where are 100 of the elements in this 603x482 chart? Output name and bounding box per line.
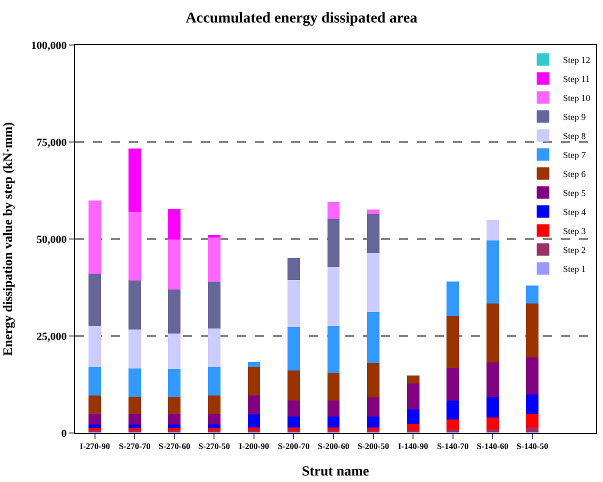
bar [406,376,420,384]
legend-label: Step 9 [563,112,586,122]
x-tick-label: S-270-60 [158,441,190,452]
bar [288,400,300,417]
bar [327,266,340,326]
legend-label: Step 8 [563,131,586,142]
bar [446,368,460,401]
bar [327,416,340,428]
bar [208,281,220,328]
bar [288,370,300,401]
y-tick-label: 100,000 [31,40,68,52]
bar [288,258,300,280]
bar [168,208,181,240]
bar [208,366,220,396]
bar [486,396,499,418]
bar [446,400,460,420]
bar [128,280,141,330]
bar [168,333,181,370]
x-tick-label: S-270-50 [198,441,230,452]
bar [486,416,499,430]
x-tick-label: S-200-60 [318,441,350,452]
legend-label: Step 11 [563,74,590,84]
bar [526,394,539,414]
bar [248,395,260,414]
bar [446,316,460,368]
bar [406,423,420,431]
bar [327,326,340,374]
bar [88,366,102,396]
bar [248,366,260,396]
bar [526,285,539,304]
bar [128,212,141,280]
bar [406,408,420,424]
bar [526,302,539,358]
bar [208,237,220,282]
bar [367,209,380,214]
x-tick-label: S-200-50 [357,441,390,452]
x-axis-title: Strut name [302,464,370,480]
x-tick-label: S-140-60 [476,441,508,452]
bar [88,414,102,424]
bar [128,368,141,397]
legend-label: Step 3 [563,226,586,236]
bar [208,328,220,367]
bar [168,396,181,414]
legend-label: Step 2 [563,245,586,256]
bar [288,279,300,327]
bar [88,326,102,367]
bar [367,397,380,417]
legend-label: Step 4 [563,207,586,218]
legend-label: Step 6 [563,169,586,180]
bar [168,289,181,334]
bar [367,214,380,254]
bar [168,414,181,424]
x-tick-label: S-140-70 [437,441,469,452]
bar [526,357,539,394]
legend-label: Step 10 [563,93,591,104]
bar [367,416,380,428]
bar [88,200,102,274]
bar [128,424,141,428]
y-tick-label: 50,000 [36,234,68,246]
x-tick-label: S-200-70 [278,441,310,452]
y-axis-title: Energy dissipation value by step (kN·mm) [0,122,15,356]
bar [208,395,220,414]
bar [248,362,260,367]
legend-label: Step 7 [563,150,586,160]
bar [486,362,499,398]
bar [208,414,220,424]
x-tick-label: I-200-90 [238,441,270,452]
bar [486,220,499,240]
bar [327,218,340,268]
chart-title: Accumulated energy dissipated area [186,10,418,27]
y-tick-label: 0 [61,428,68,440]
bar [367,312,380,364]
bar [327,372,340,401]
bar [367,252,380,312]
bar [88,424,102,428]
bar [88,395,102,414]
bar [88,274,102,326]
bar [406,383,420,410]
x-tick-label: S-270-70 [118,441,150,452]
bar [327,202,340,220]
bar [168,239,181,290]
y-tick-label: 25,000 [36,330,68,343]
bar [327,400,340,417]
legend-label: Step 1 [563,264,586,274]
bar [128,329,141,368]
bar [367,362,380,398]
bar [128,396,141,414]
bar [288,326,300,370]
bar [446,281,460,316]
x-tick-label: S-140-50 [516,441,548,452]
bar [208,234,220,238]
bar [486,303,499,363]
bar [168,368,181,397]
bar [128,148,141,212]
legend-label: Step 12 [563,55,590,66]
y-tick-label: 75,000 [36,136,68,149]
bar [288,416,300,428]
bar [128,414,141,424]
legend-label: Step 5 [563,188,586,198]
bar [168,424,181,428]
